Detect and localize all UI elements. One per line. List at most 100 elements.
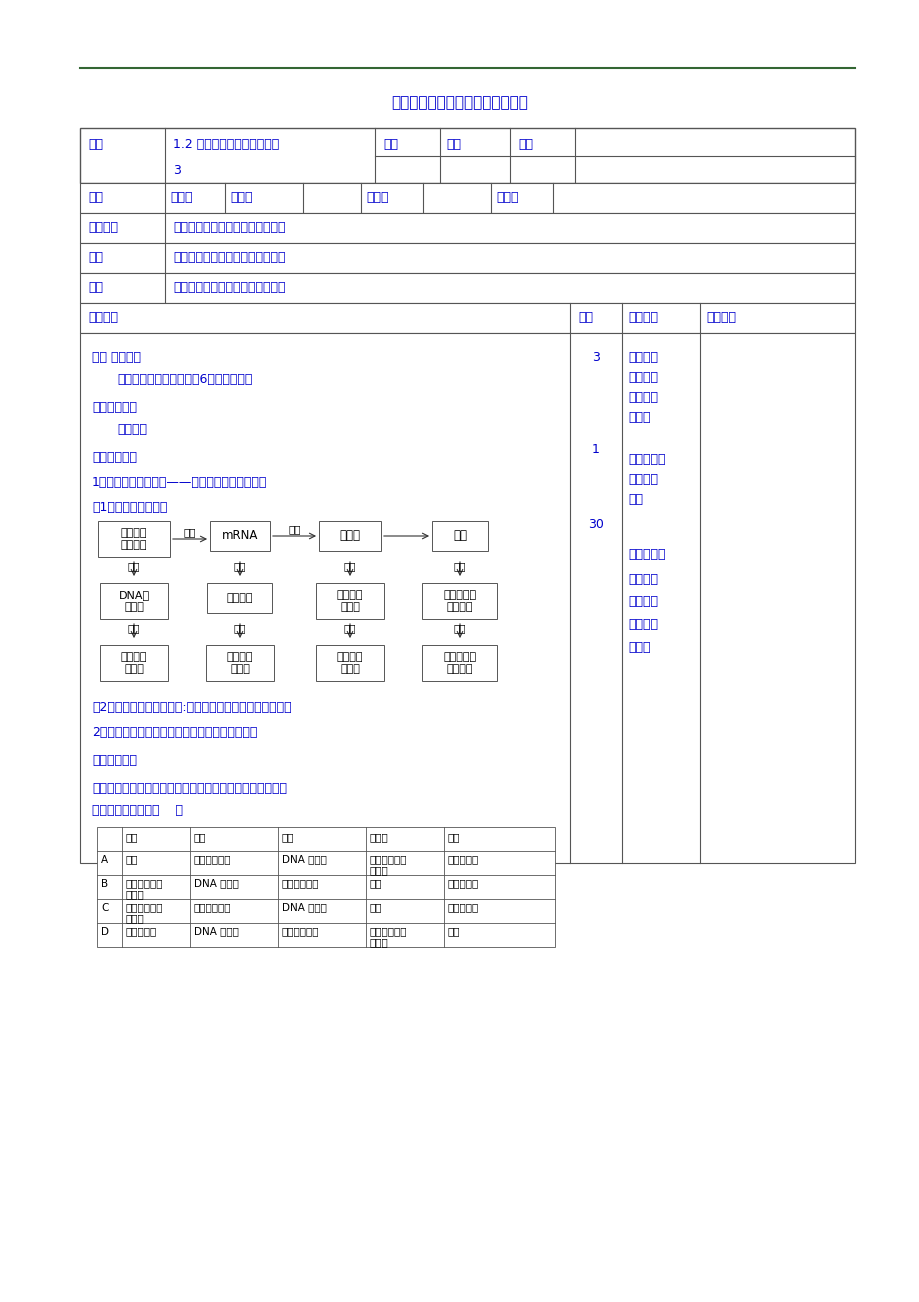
Text: 课型: 课型 (88, 191, 103, 204)
Text: 杂交带: 杂交带 (124, 664, 143, 674)
Text: 大肠杆菌等: 大肠杆菌等 (126, 926, 157, 936)
Text: 简述基因工程原理及基本操作程序: 简述基因工程原理及基本操作程序 (173, 221, 285, 234)
Text: 质粒: 质粒 (126, 854, 139, 865)
Text: 限制性内切酶: 限制性内切酶 (282, 926, 319, 936)
Text: 接种实验: 接种实验 (447, 602, 472, 612)
Text: 主备人: 主备人 (230, 191, 252, 204)
Text: 【例】下表关于基因工程中有关基因操作的名词及对应的内: 【例】下表关于基因工程中有关基因操作的名词及对应的内 (92, 783, 287, 796)
Bar (96, 827, 554, 947)
Bar (100, 583, 168, 618)
Text: 3: 3 (592, 352, 599, 365)
Text: 四、课堂训练: 四、课堂训练 (92, 754, 137, 767)
Text: 提供目的基因: 提供目的基因 (369, 926, 407, 936)
Text: 抗原－抗: 抗原－抗 (336, 590, 363, 600)
Text: 分子杂交: 分子杂交 (226, 592, 253, 603)
Text: 1.2 基因工程的基本操作程序: 1.2 基因工程的基本操作程序 (173, 138, 279, 151)
Text: 情况，为: 情况，为 (628, 371, 657, 384)
Text: 目标: 目标 (628, 493, 642, 506)
Text: 是否出现: 是否出现 (120, 652, 147, 661)
Text: 是否插入: 是否插入 (120, 540, 147, 549)
Text: 杂交带: 杂交带 (340, 664, 359, 674)
Text: mRNA: mRNA (221, 530, 258, 543)
Bar (80, 128, 854, 184)
Text: 蛋白质: 蛋白质 (339, 530, 360, 543)
Text: （1）分子水平检测：: （1）分子水平检测： (92, 501, 167, 514)
Text: 30: 30 (587, 518, 603, 531)
Bar (100, 644, 168, 681)
Bar (80, 243, 854, 273)
Text: 及基本操: 及基本操 (628, 618, 657, 631)
Text: （2）个体生物学水平鉴定:接种法、产物功能活性比较法。: （2）个体生物学水平鉴定:接种法、产物功能活性比较法。 (92, 700, 291, 713)
Text: 的生物: 的生物 (126, 913, 144, 923)
Text: 质粒: 质粒 (369, 878, 382, 888)
Text: 是否出现: 是否出现 (336, 652, 363, 661)
Text: 现象: 现象 (233, 622, 246, 633)
Bar (319, 521, 380, 551)
Bar (315, 644, 383, 681)
Text: 质粒: 质粒 (448, 926, 460, 936)
Bar (432, 521, 487, 551)
Text: 2、关于不同分子检测的原理、场所、探针的异同: 2、关于不同分子检测的原理、场所、探针的异同 (92, 727, 257, 740)
Text: 设计意图: 设计意图 (628, 311, 657, 324)
Text: 复习导入: 复习导入 (117, 423, 147, 436)
Text: 检测: 检测 (128, 561, 140, 572)
Text: 简述基因: 简述基因 (628, 573, 657, 586)
Text: 运载体: 运载体 (369, 832, 389, 842)
Bar (206, 644, 274, 681)
Text: 简述基因工程原理及基本操作程序: 简述基因工程原理及基本操作程序 (173, 281, 285, 294)
Text: 提供目的基因: 提供目的基因 (369, 854, 407, 865)
Text: 时间: 时间 (577, 311, 593, 324)
Text: 限制性内切酶: 限制性内切酶 (194, 854, 232, 865)
Text: 现象: 现象 (344, 622, 356, 633)
Text: DNA 连接酶: DNA 连接酶 (194, 926, 239, 936)
Text: 容，正确的组合是（    ）: 容，正确的组合是（ ） (92, 805, 183, 816)
Text: 限制性内切酶: 限制性内切酶 (282, 878, 319, 888)
Text: 现象: 现象 (128, 622, 140, 633)
Text: 新授课: 新授课 (170, 191, 192, 204)
Text: 限制性内切酶: 限制性内切酶 (194, 902, 232, 911)
Bar (80, 273, 854, 303)
Text: 个人备课: 个人备课 (705, 311, 735, 324)
Text: 铺垫。: 铺垫。 (628, 411, 650, 424)
Text: 讲解新课: 讲解新课 (628, 391, 657, 404)
Text: 质粒: 质粒 (369, 902, 382, 911)
Text: DNA 连接酶: DNA 连接酶 (282, 902, 326, 911)
Text: 检测: 检测 (344, 561, 356, 572)
Bar (210, 521, 269, 551)
Text: 剪刀: 剪刀 (194, 832, 206, 842)
Text: 三、推进新课: 三、推进新课 (92, 450, 137, 464)
Text: A: A (101, 855, 108, 865)
Text: 现象: 现象 (453, 622, 466, 633)
Text: 1: 1 (592, 443, 599, 456)
Text: C: C (101, 904, 108, 913)
Bar (80, 333, 854, 863)
Bar (98, 521, 170, 557)
Text: 提供目的基因: 提供目的基因 (126, 878, 164, 888)
Text: 的生物: 的生物 (369, 865, 389, 875)
Text: 教学目标: 教学目标 (88, 221, 118, 234)
Text: 子杂交: 子杂交 (124, 602, 143, 612)
Text: 检测: 检测 (233, 561, 246, 572)
Text: 目的基因: 目的基因 (120, 529, 147, 538)
Bar (80, 214, 854, 243)
Text: 重点: 重点 (88, 251, 103, 264)
Text: 年级: 年级 (382, 138, 398, 151)
Text: 检查预习: 检查预习 (628, 352, 657, 365)
Text: 一、 检查预习: 一、 检查预习 (92, 352, 141, 365)
Text: 鉴定: 鉴定 (453, 561, 466, 572)
Text: 简述基因工程原理及基本操作程序: 简述基因工程原理及基本操作程序 (173, 251, 285, 264)
Text: D: D (101, 927, 108, 937)
Text: 大肠杆菌等: 大肠杆菌等 (448, 878, 479, 888)
Text: DNA分: DNA分 (119, 590, 150, 600)
Text: 3: 3 (173, 164, 181, 177)
Text: 杂交带: 杂交带 (230, 664, 250, 674)
Text: DNA 连接酶: DNA 连接酶 (194, 878, 239, 888)
Text: 个体: 个体 (452, 530, 467, 543)
Text: 检查世纪金榜自主预习【6】完成情况。: 检查世纪金榜自主预习【6】完成情况。 (117, 372, 252, 385)
Text: 1、基因工程的第四步——目的基因的检测与鉴定: 1、基因工程的第四步——目的基因的检测与鉴定 (92, 477, 267, 490)
Bar (422, 644, 497, 681)
Text: 口述学习: 口述学习 (628, 473, 657, 486)
Text: 翻译: 翻译 (288, 523, 301, 534)
Text: 导入新课，: 导入新课， (628, 453, 664, 466)
Bar (80, 303, 854, 333)
